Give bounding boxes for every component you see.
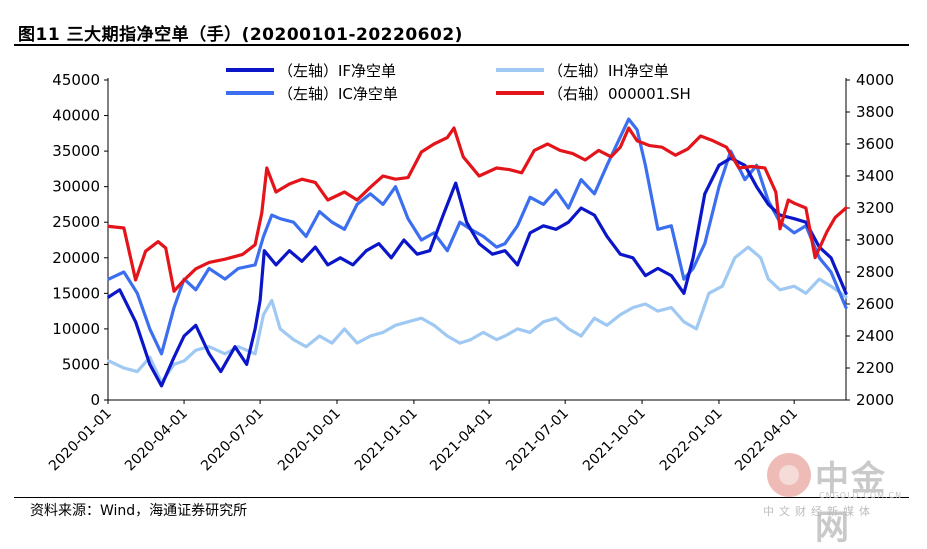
series-line <box>107 156 848 388</box>
right-tick-label: 2800 <box>856 263 894 281</box>
chart-title: 图11 三大期指净空单（手）(20200101-20220602) <box>18 25 463 45</box>
left-tick-label: 30000 <box>52 178 100 196</box>
watermark-url: CNGOLD.COM.CN <box>819 491 903 500</box>
series-line <box>107 245 848 384</box>
right-tick-label: 3200 <box>856 199 894 217</box>
x-tick-label: 2020-10-01 <box>275 406 344 475</box>
left-tick-label: 10000 <box>52 320 100 338</box>
footer-rule <box>14 497 909 498</box>
source-note: 资料来源：Wind，海通证券研究所 <box>30 503 248 519</box>
title-rule <box>14 44 909 46</box>
left-tick-label: 15000 <box>52 284 100 302</box>
x-tick-label: 2020-07-01 <box>198 406 267 475</box>
watermark-logo-icon <box>767 453 811 497</box>
right-tick-label: 3400 <box>856 167 894 185</box>
x-tick-label: 2020-04-01 <box>122 406 191 475</box>
left-tick-label: 40000 <box>52 107 100 125</box>
legend-label: （右轴）000001.SH <box>548 85 691 103</box>
x-tick-label: 2020-01-01 <box>46 406 115 475</box>
left-tick-label: 45000 <box>52 71 100 89</box>
series-line <box>107 126 848 293</box>
x-tick-label: 2021-10-01 <box>580 406 649 475</box>
x-tick-label: 2021-01-01 <box>352 406 421 475</box>
left-tick-label: 0 <box>90 391 100 409</box>
legend-label: （左轴）IH净空单 <box>548 62 669 80</box>
right-tick-label: 2600 <box>856 295 894 313</box>
x-tick-label: 2021-04-01 <box>427 406 496 475</box>
right-tick-label: 3000 <box>856 231 894 249</box>
x-tick-label: 2021-07-01 <box>503 406 572 475</box>
line-chart: 0 5000 10000 15000 20000 25000 30000 35000 40000… <box>46 62 894 475</box>
right-tick-label: 3800 <box>856 103 894 121</box>
right-tick-label: 2400 <box>856 327 894 345</box>
series-line <box>107 117 848 356</box>
watermark: 中金网 CNGOLD.COM.CN 中文财经新媒体 <box>759 451 919 548</box>
left-tick-label: 35000 <box>52 142 100 160</box>
right-tick-label: 2200 <box>856 359 894 377</box>
left-tick-label: 20000 <box>52 249 100 267</box>
right-tick-label: 4000 <box>856 71 894 89</box>
left-tick-label: 25000 <box>52 213 100 231</box>
legend-label: （左轴）IF净空单 <box>278 62 396 80</box>
watermark-tagline: 中文财经新媒体 <box>763 505 875 518</box>
left-tick-label: 5000 <box>62 355 100 373</box>
right-tick-label: 2000 <box>856 391 894 409</box>
legend-label: （左轴）IC净空单 <box>278 85 398 103</box>
x-tick-label: 2022-01-01 <box>657 406 726 475</box>
watermark-name: 中金网 <box>815 459 887 548</box>
right-tick-label: 3600 <box>856 135 894 153</box>
